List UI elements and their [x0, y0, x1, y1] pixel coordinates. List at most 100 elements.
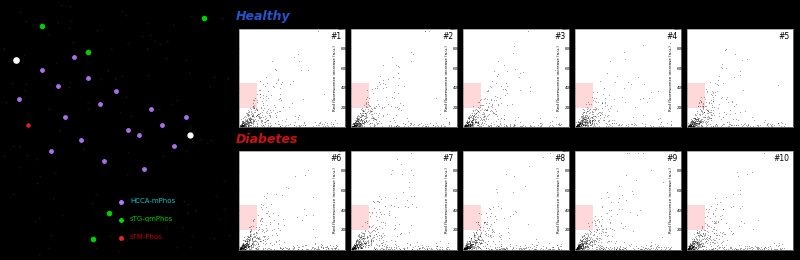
Point — [490, 123, 503, 127]
Point — [261, 118, 274, 122]
Point — [349, 244, 362, 248]
Point — [425, 247, 438, 251]
Point — [350, 244, 362, 248]
Point — [587, 117, 600, 121]
Point — [481, 226, 494, 230]
Point — [582, 221, 594, 225]
Point — [298, 243, 311, 247]
Point — [703, 242, 716, 246]
Point — [697, 106, 710, 110]
Point — [237, 243, 250, 247]
Point — [580, 122, 593, 126]
Point — [466, 118, 479, 122]
Point — [420, 247, 433, 251]
Point — [288, 125, 301, 129]
Point — [395, 108, 408, 112]
Point — [435, 244, 448, 249]
Point — [690, 237, 702, 241]
Point — [573, 244, 586, 249]
Point — [689, 112, 702, 116]
Point — [573, 246, 586, 250]
Point — [246, 113, 258, 117]
Point — [534, 121, 547, 125]
Point — [591, 111, 604, 115]
Point — [584, 230, 597, 234]
Point — [461, 125, 474, 129]
Point — [234, 124, 246, 128]
Point — [362, 239, 374, 244]
Point — [263, 114, 276, 119]
Point — [583, 110, 596, 114]
Point — [233, 125, 246, 129]
Point — [358, 241, 371, 245]
Point — [690, 243, 702, 247]
Point — [506, 51, 519, 55]
Point — [239, 246, 252, 250]
Point — [767, 241, 780, 245]
Point — [596, 101, 609, 105]
Point — [308, 125, 321, 129]
Point — [704, 240, 717, 245]
Point — [591, 243, 604, 247]
Point — [600, 122, 613, 126]
Point — [582, 245, 594, 249]
Point — [350, 123, 362, 127]
Point — [366, 229, 378, 233]
Point — [689, 113, 702, 117]
Point — [594, 79, 606, 83]
Point — [236, 121, 249, 125]
Point — [489, 187, 502, 191]
Point — [573, 245, 586, 249]
Point — [394, 232, 406, 236]
Point — [237, 243, 250, 247]
Point — [369, 247, 382, 251]
Point — [276, 123, 289, 127]
Point — [712, 83, 725, 87]
Point — [349, 122, 362, 126]
Point — [457, 125, 470, 129]
Point — [276, 246, 289, 250]
Point — [708, 105, 721, 109]
Y-axis label: Red fluorescence increase (a.u.): Red fluorescence increase (a.u.) — [445, 45, 449, 111]
Point — [693, 237, 706, 241]
Point — [245, 243, 258, 247]
Point — [686, 243, 699, 248]
Point — [682, 247, 694, 251]
Point — [740, 246, 753, 251]
Point — [613, 244, 626, 249]
Point — [266, 59, 278, 63]
Point — [250, 124, 263, 128]
Point — [682, 125, 695, 129]
Point — [236, 247, 249, 251]
Point — [267, 85, 280, 89]
Point — [236, 247, 249, 251]
Point — [771, 246, 784, 251]
Point — [430, 244, 442, 249]
Point — [697, 105, 710, 109]
Point — [459, 245, 472, 250]
Point — [547, 124, 560, 128]
Point — [693, 233, 706, 237]
Point — [353, 123, 366, 127]
Point — [586, 118, 599, 122]
Point — [471, 109, 484, 113]
Point — [576, 246, 589, 250]
Point — [704, 216, 717, 220]
Point — [366, 238, 379, 242]
Point — [709, 246, 722, 251]
Point — [726, 204, 739, 209]
Point — [274, 124, 286, 128]
Point — [598, 86, 610, 90]
Point — [282, 123, 294, 127]
Point — [245, 122, 258, 127]
Point — [237, 243, 250, 247]
Point — [464, 245, 477, 250]
Point — [242, 109, 255, 114]
Point — [234, 247, 246, 251]
Point — [685, 122, 698, 126]
Point — [729, 111, 742, 115]
Point — [238, 244, 251, 248]
Point — [252, 116, 265, 120]
Point — [582, 124, 594, 128]
Point — [682, 124, 695, 128]
